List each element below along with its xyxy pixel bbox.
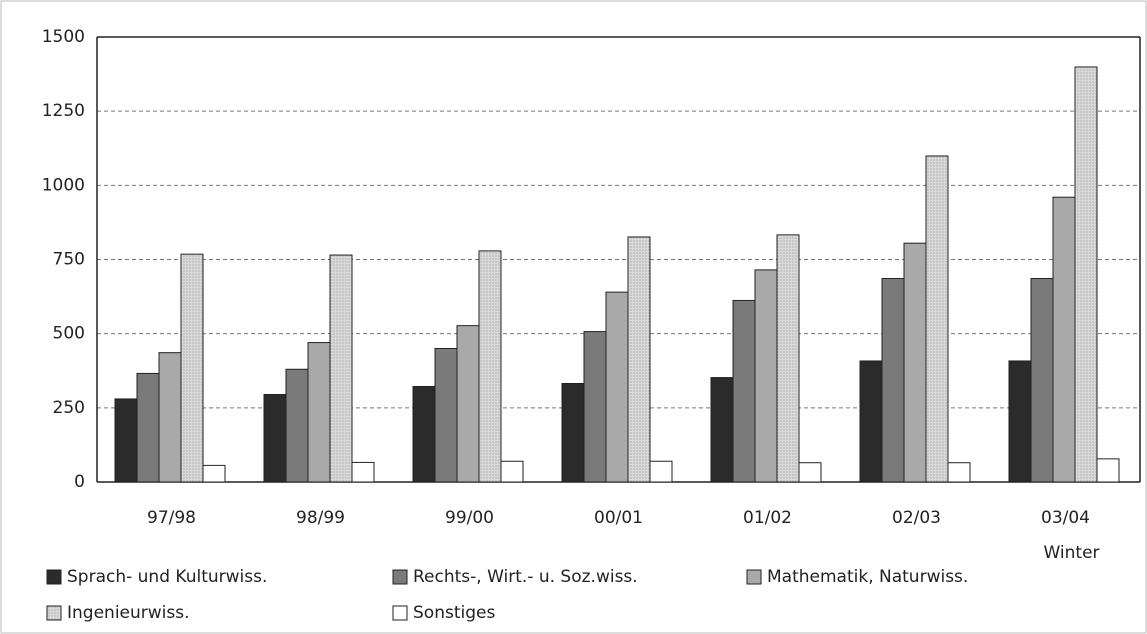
x-tick-label: 01/02	[743, 508, 792, 528]
legend-label: Rechts-, Wirt.- u. Soz.wiss.	[413, 567, 638, 587]
bar	[180, 253, 204, 483]
annotation: Winter	[1043, 543, 1099, 563]
bar	[158, 352, 182, 483]
bar	[351, 461, 375, 483]
bar	[776, 234, 800, 483]
bar	[307, 342, 331, 483]
y-tick-label: 250	[53, 398, 85, 418]
bar	[881, 277, 905, 483]
bar	[1052, 196, 1076, 483]
bar	[605, 291, 629, 483]
bar	[1030, 277, 1054, 483]
bar	[947, 462, 971, 483]
y-tick-label: 1500	[42, 27, 85, 47]
x-tick-label: 03/04	[1041, 508, 1090, 528]
bar	[263, 393, 287, 483]
bar	[500, 460, 524, 483]
legend-swatch	[746, 569, 762, 585]
bar	[627, 236, 651, 483]
bar	[434, 348, 458, 483]
y-tick-label: 500	[53, 324, 85, 344]
x-tick-label: 99/00	[445, 508, 494, 528]
bar	[903, 242, 927, 483]
bar	[798, 462, 822, 483]
y-tick-label: 750	[53, 250, 85, 270]
y-tick-label: 1000	[42, 175, 85, 195]
legend-swatch	[392, 605, 408, 621]
legend-label: Sprach- und Kulturwiss.	[67, 567, 267, 587]
bar	[202, 464, 226, 483]
y-tick-label: 0	[74, 472, 85, 492]
x-tick-label: 98/99	[296, 508, 345, 528]
bar	[329, 254, 353, 483]
bar	[1096, 458, 1120, 483]
bar	[136, 372, 160, 483]
bar	[456, 325, 480, 483]
x-tick-label: 00/01	[594, 508, 643, 528]
legend-label: Sonstiges	[413, 603, 495, 623]
bar	[1074, 66, 1098, 483]
legend-swatch	[392, 569, 408, 585]
bar	[285, 368, 309, 483]
bar	[478, 250, 502, 483]
bar	[561, 383, 585, 483]
bar	[859, 360, 883, 483]
bar	[1008, 360, 1032, 483]
legend-label: Ingenieurwiss.	[67, 603, 190, 623]
legend-label: Mathematik, Naturwiss.	[767, 567, 968, 587]
x-tick-label: 02/03	[892, 508, 941, 528]
bar	[583, 331, 607, 483]
y-tick-label: 1250	[42, 101, 85, 121]
bar	[114, 398, 138, 483]
bar	[732, 299, 756, 483]
legend-swatch	[46, 569, 62, 585]
legend-swatch	[46, 605, 62, 621]
bar	[925, 155, 949, 483]
x-tick-label: 97/98	[147, 508, 196, 528]
bar	[412, 385, 436, 483]
bar	[649, 460, 673, 483]
bar	[710, 377, 734, 483]
bar	[754, 269, 778, 483]
